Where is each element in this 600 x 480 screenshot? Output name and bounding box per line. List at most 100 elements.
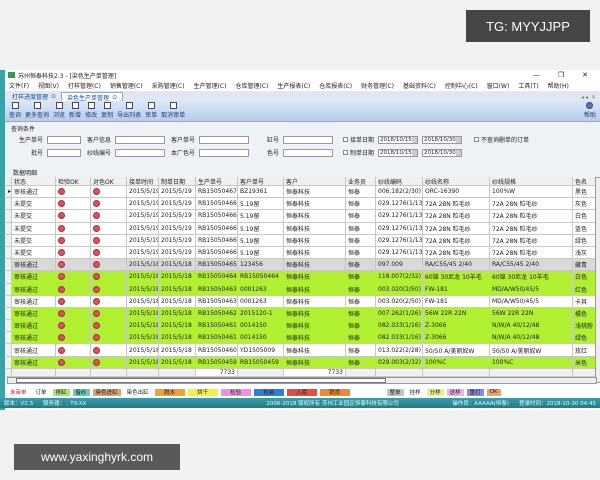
toolbar-button-5[interactable]: 复制 [101, 102, 113, 119]
column-header[interactable]: 制单日期 [159, 177, 196, 185]
column-header[interactable]: 对色OK [91, 177, 127, 185]
date-from[interactable]: 2018/10/15 [378, 148, 419, 157]
date-from[interactable]: 2018/10/15 [378, 135, 419, 144]
column-header[interactable]: 检验OK [56, 177, 91, 185]
table-row[interactable]: 审核通过 2015/5/18 2015/5/18 RB15050460 YD150500… [6, 344, 598, 357]
table-row[interactable]: 审核通过 2015/5/18 2015/5/18 RB15050459 RB150504… [6, 356, 598, 369]
menu-item[interactable]: 仓库管理(C) [235, 83, 269, 90]
row-selector[interactable] [6, 307, 12, 320]
table-row[interactable]: 未提交 2015/5/19 2015/5/19 RB15050466 5.19留 恒泰科技… [6, 210, 598, 223]
table-row[interactable]: 审核通过 2015/5/18 2015/5/18 RB15050462 2015120-… [6, 307, 598, 321]
row-selector[interactable]: ▸ [6, 186, 12, 198]
help-button[interactable]: 帮助 [584, 102, 596, 119]
menu-item[interactable]: 文件(F) [9, 83, 30, 90]
checkbox[interactable] [343, 150, 348, 155]
column-header[interactable]: 纱线规格 [490, 177, 573, 185]
toolbar-button-8[interactable]: 取消审单 [161, 102, 185, 119]
menu-item[interactable]: 控制中心(C) [444, 83, 478, 90]
menu-item[interactable]: 帮助(H) [547, 83, 569, 90]
toolbar-button-0[interactable]: 查询 [9, 102, 21, 119]
row-selector[interactable] [6, 344, 12, 356]
date-to[interactable]: 2018/10/30 [422, 148, 463, 157]
column-header[interactable]: 生产单号 [196, 177, 238, 185]
dropdown-icon[interactable] [412, 136, 418, 143]
row-selector[interactable] [6, 246, 12, 259]
row-selector[interactable] [6, 198, 12, 210]
row-selector[interactable] [6, 271, 12, 283]
toolbar-button-6[interactable]: 导出列表 [117, 102, 141, 119]
date-filter[interactable]: 制单日期 [343, 148, 374, 157]
menu-item[interactable]: 采购管理(C) [151, 83, 185, 90]
query-input[interactable] [47, 148, 81, 157]
toolbar-button-1[interactable]: 更多查询 [25, 102, 49, 119]
row-selector[interactable] [6, 320, 12, 332]
row-selector[interactable] [6, 234, 12, 246]
date-filter[interactable]: 接单日期 [343, 135, 374, 144]
menu-item[interactable]: 仓库报表(C) [319, 83, 353, 90]
extra-filter[interactable]: 不查询删单的订单 [474, 135, 529, 144]
query-input[interactable] [283, 135, 333, 144]
tab-scroll-controls[interactable]: ◂ ▸ ✕ [581, 94, 596, 101]
toolbar-button-7[interactable]: 审单 [145, 102, 157, 119]
column-header[interactable]: 客户单号 [238, 177, 284, 185]
query-input[interactable] [115, 135, 165, 144]
column-header[interactable]: 接单时间 [127, 177, 159, 185]
tab-close-icon[interactable]: ⊙ [112, 93, 118, 101]
tab-1[interactable]: 染色生产单管理 ⊙ [61, 92, 124, 102]
column-header[interactable]: 客户 [284, 177, 346, 185]
vertical-scrollbar[interactable] [595, 177, 600, 383]
row-selector[interactable] [6, 332, 12, 344]
table-row[interactable]: 未提交 2015/5/19 2015/5/19 RB15050466 5.19留 恒泰科技… [6, 246, 598, 260]
menu-item[interactable]: 生产管理(C) [193, 83, 227, 90]
row-selector[interactable] [6, 222, 12, 234]
table-row[interactable]: 审核通过 2015/5/18 2015/5/18 RB15050461 0014150 恒… [6, 332, 598, 345]
horizontal-scrollbar[interactable] [7, 377, 597, 384]
checkbox[interactable] [474, 137, 480, 142]
table-row[interactable]: 未提交 2015/5/19 2015/5/19 RB15050466 5.19留 恒泰科技… [6, 222, 598, 235]
query-input[interactable] [115, 148, 165, 157]
column-header[interactable]: 业务员 [346, 177, 376, 185]
row-selector[interactable] [6, 295, 12, 307]
table-row[interactable]: 审核通过 2015/5/18 2015/5/18 RB15050465 123456 恒泰… [6, 259, 598, 272]
dropdown-icon[interactable] [412, 149, 418, 156]
toolbar-button-3[interactable]: 新增 [69, 102, 81, 119]
menu-item[interactable]: 视图(V) [38, 83, 59, 90]
menu-item[interactable]: 财务管理(C) [361, 83, 394, 90]
dropdown-icon[interactable] [456, 136, 462, 143]
toolbar-button-4[interactable]: 修改 [85, 102, 97, 119]
table-row[interactable]: 审核通过 2015/5/18 2015/5/18 RB15050464 RB150504… [6, 271, 598, 284]
row-selector[interactable] [6, 210, 12, 222]
table-row[interactable]: 审核通过 2015/5/18 2015/5/18 RB15050461 0014150 恒… [6, 320, 598, 333]
toolbar-button-2[interactable]: 浏览 [53, 102, 65, 119]
minimize-button[interactable]: — [532, 71, 540, 79]
table-row[interactable]: 审核通过 2015/5/18 2015/5/18 RB15050463 0001263 恒… [6, 283, 598, 296]
row-selector[interactable] [6, 356, 12, 368]
tab-0[interactable]: 打样进度管理 ⊙ [7, 92, 61, 101]
table-row[interactable]: 未提交 2015/5/19 2015/5/19 RB15050466 5.19留 恒泰科技… [6, 234, 598, 247]
row-selector[interactable] [6, 283, 12, 295]
menu-item[interactable]: 销售管理(C) [109, 83, 143, 90]
menu-item[interactable]: 基础资料(C) [402, 83, 436, 90]
query-input[interactable] [199, 135, 249, 144]
row-selector[interactable] [6, 259, 12, 271]
query-input[interactable] [47, 135, 81, 144]
query-input[interactable] [199, 148, 249, 157]
column-header[interactable]: 纱线名称 [423, 177, 490, 185]
menu-item[interactable]: 打样管理(C) [67, 83, 101, 90]
date-to[interactable]: 2018/10/30 [422, 135, 463, 144]
tab-close-icon[interactable]: ⊙ [51, 93, 57, 100]
table-row[interactable]: 未提交 2015/5/19 2015/5/19 RB15050466 5.19留 恒泰科技… [6, 198, 598, 211]
menu-item[interactable]: 工具(T) [518, 83, 539, 90]
close-button[interactable]: ✕ [582, 71, 588, 79]
menu-item[interactable]: 窗口(W) [486, 83, 510, 90]
column-header[interactable]: 纱线编码 [376, 177, 423, 185]
checkbox[interactable] [343, 137, 348, 142]
column-header[interactable]: 色名 [573, 177, 596, 185]
dropdown-icon[interactable] [456, 149, 462, 156]
table-row[interactable]: ▸ 审核通过 2015/5/19 2015/5/19 RB15050467 BZ19361… [6, 186, 598, 199]
menu-item[interactable]: 生产报表(C) [277, 83, 311, 90]
query-input[interactable] [283, 148, 333, 157]
table-row[interactable]: 审核通过 2015/5/18 2015/5/18 RB15050463 0001263 恒… [6, 295, 598, 308]
column-header[interactable]: 状态 [12, 177, 56, 185]
scroll-thumb[interactable] [16, 378, 386, 383]
